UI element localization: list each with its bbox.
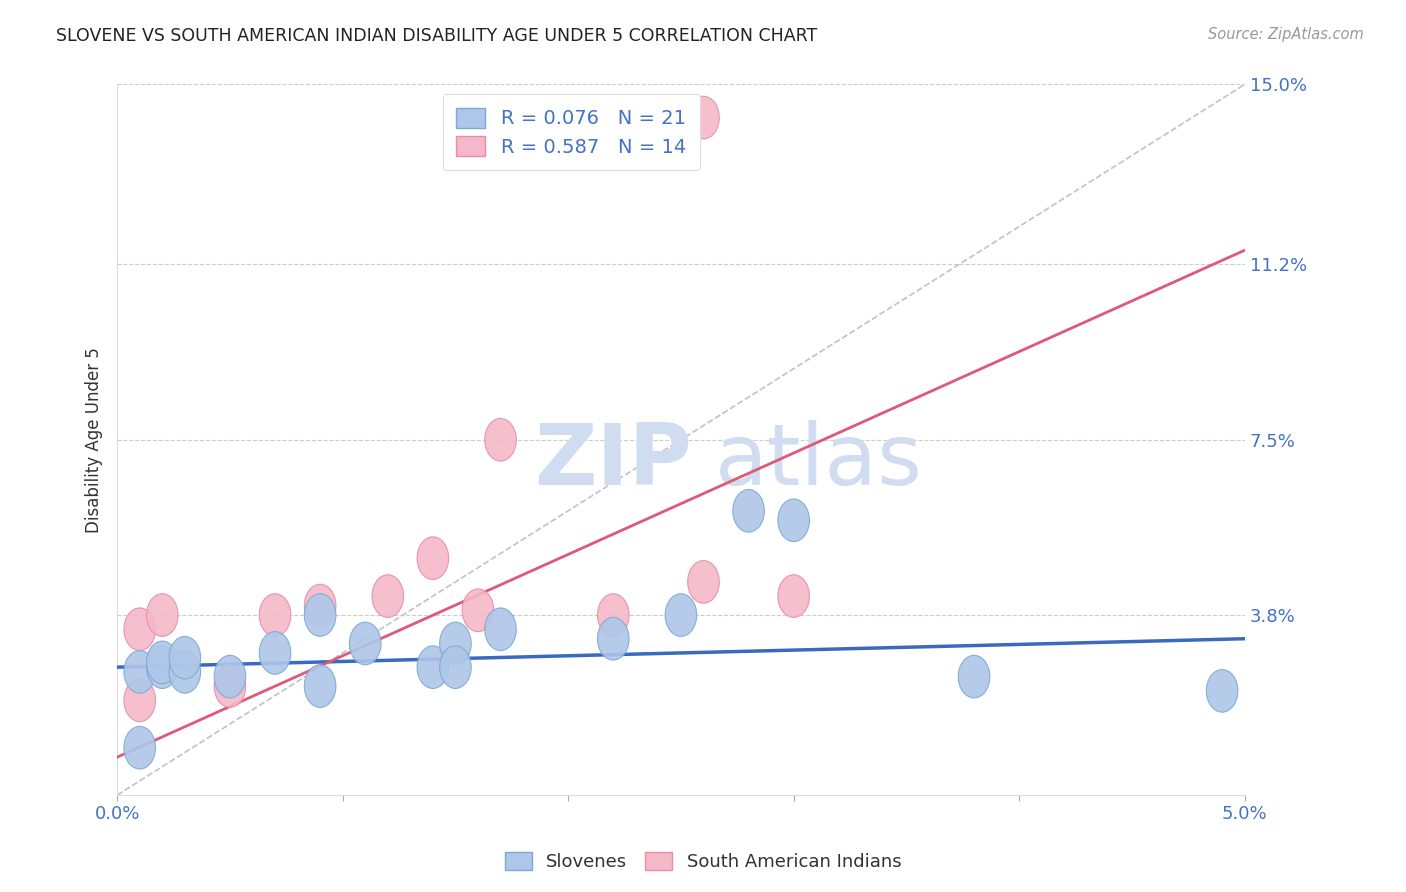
Ellipse shape (146, 646, 179, 689)
Ellipse shape (124, 650, 156, 693)
Ellipse shape (350, 622, 381, 665)
Ellipse shape (688, 96, 720, 139)
Y-axis label: Disability Age Under 5: Disability Age Under 5 (86, 347, 103, 533)
Ellipse shape (440, 646, 471, 689)
Ellipse shape (778, 499, 810, 541)
Ellipse shape (373, 574, 404, 617)
Ellipse shape (124, 608, 156, 650)
Ellipse shape (418, 537, 449, 580)
Ellipse shape (1206, 670, 1237, 712)
Ellipse shape (778, 574, 810, 617)
Ellipse shape (440, 622, 471, 665)
Ellipse shape (124, 679, 156, 722)
Ellipse shape (485, 418, 516, 461)
Ellipse shape (485, 608, 516, 650)
Ellipse shape (146, 641, 179, 684)
Ellipse shape (214, 665, 246, 707)
Text: atlas: atlas (714, 419, 922, 502)
Ellipse shape (665, 594, 697, 636)
Ellipse shape (304, 665, 336, 707)
Text: SLOVENE VS SOUTH AMERICAN INDIAN DISABILITY AGE UNDER 5 CORRELATION CHART: SLOVENE VS SOUTH AMERICAN INDIAN DISABIL… (56, 27, 817, 45)
Ellipse shape (959, 656, 990, 698)
Ellipse shape (463, 589, 494, 632)
Ellipse shape (259, 594, 291, 636)
Ellipse shape (259, 632, 291, 674)
Legend: R = 0.076   N = 21, R = 0.587   N = 14: R = 0.076 N = 21, R = 0.587 N = 14 (443, 95, 700, 170)
Ellipse shape (169, 650, 201, 693)
Ellipse shape (214, 656, 246, 698)
Ellipse shape (688, 560, 720, 603)
Ellipse shape (169, 636, 201, 679)
Text: Source: ZipAtlas.com: Source: ZipAtlas.com (1208, 27, 1364, 42)
Ellipse shape (146, 594, 179, 636)
Ellipse shape (733, 490, 765, 533)
Ellipse shape (124, 726, 156, 769)
Legend: Slovenes, South American Indians: Slovenes, South American Indians (498, 845, 908, 879)
Ellipse shape (418, 646, 449, 689)
Ellipse shape (304, 594, 336, 636)
Text: ZIP: ZIP (534, 419, 692, 502)
Ellipse shape (304, 584, 336, 627)
Ellipse shape (598, 617, 628, 660)
Ellipse shape (598, 594, 628, 636)
